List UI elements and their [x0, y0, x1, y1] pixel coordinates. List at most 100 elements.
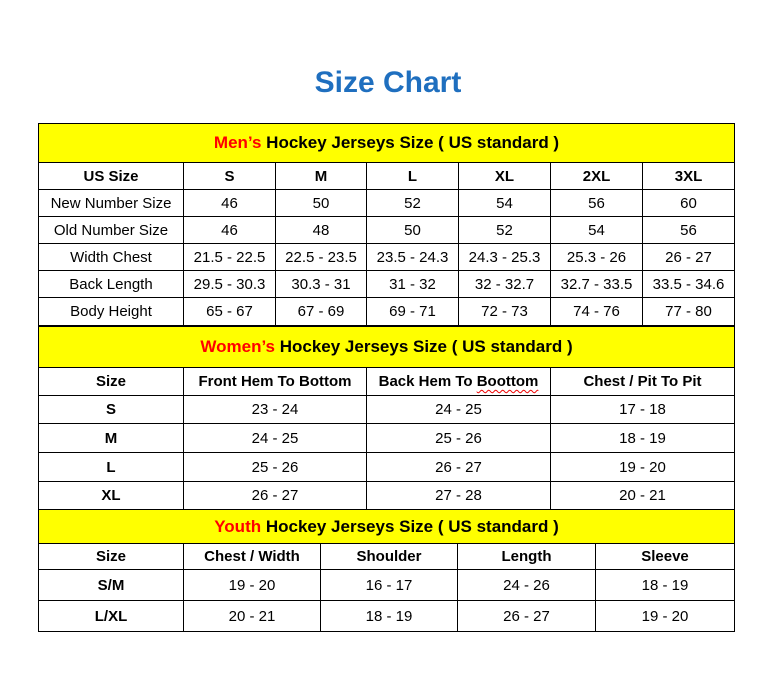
table-cell: 22.5 - 23.5 — [275, 243, 367, 271]
column-header: Chest / Pit To Pit — [549, 367, 736, 396]
table-row: Body Height 65 - 67 67 - 69 69 - 71 72 - 73 7… — [38, 297, 736, 326]
column-header-label: XL — [494, 167, 515, 185]
womens-section-title: Women’s Hockey Jerseys Size ( US standar… — [37, 326, 736, 368]
table-cell: 72 - 73 — [458, 297, 551, 326]
womens-column-header-row: Size Front Hem To Bottom Back Hem To Boott… — [38, 367, 736, 396]
youth-header-row: Youth Hockey Jerseys Size ( US standard … — [38, 509, 735, 544]
table-row: Old Number Size 46 48 50 52 54 56 — [38, 216, 736, 244]
column-header: 2XL — [550, 162, 643, 190]
table-cell: 65 - 67 — [183, 297, 276, 326]
column-header: XL — [458, 162, 551, 190]
youth-column-header-row: Size Chest / Width Shoulder Length Sleeve — [38, 543, 735, 570]
table-cell: 60 — [641, 189, 736, 217]
column-header-label: Shoulder — [356, 548, 422, 565]
table-cell: 25 - 26 — [183, 452, 367, 482]
column-header: Sleeve — [595, 543, 735, 570]
table-cell: 24 - 26 — [457, 569, 596, 601]
page-title: Size Chart — [314, 66, 462, 99]
row-label: New Number Size — [38, 189, 184, 217]
column-header-label: US Size — [83, 167, 139, 185]
table-cell: 27 - 28 — [366, 481, 551, 510]
row-label: Body Height — [38, 297, 184, 326]
row-label: Back Length — [38, 270, 184, 298]
column-header-label: Size — [95, 373, 126, 390]
table-cell: 33.5 - 34.6 — [641, 270, 736, 298]
column-header: Chest / Width — [183, 543, 321, 570]
table-cell: 46 — [183, 189, 276, 217]
row-label: S/M — [38, 569, 184, 601]
table-cell: 26 - 27 — [366, 452, 551, 482]
table-cell: 24 - 25 — [183, 423, 367, 453]
table-cell: 25 - 26 — [366, 423, 551, 453]
column-header-label: 3XL — [674, 167, 703, 185]
column-header: Shoulder — [320, 543, 458, 570]
mens-section-title: Men’s Hockey Jerseys Size ( US standard … — [37, 123, 736, 163]
column-header-label: Chest / Pit To Pit — [583, 373, 702, 390]
spellcheck-word: Boottom — [476, 373, 539, 390]
table-cell: 74 - 76 — [550, 297, 643, 326]
table-row: Back Length 29.5 - 30.3 30.3 - 31 31 - 32 32… — [38, 270, 736, 298]
column-header: Size — [38, 543, 184, 570]
column-header-label: Back Hem To Boottom — [378, 373, 539, 390]
row-label: S — [38, 395, 184, 424]
column-header: Size — [38, 367, 184, 396]
row-label: L/XL — [38, 600, 184, 632]
table-cell: 26 - 27 — [183, 481, 367, 510]
table-row: L/XL 20 - 21 18 - 19 26 - 27 19 - 20 — [38, 600, 735, 632]
youth-title-rest: Hockey Jerseys Size ( US standard ) — [261, 516, 559, 536]
table-cell: 24 - 25 — [366, 395, 551, 424]
table-cell: 50 — [366, 216, 459, 244]
column-header-label: S — [224, 167, 235, 185]
table-cell: 32.7 - 33.5 — [550, 270, 643, 298]
table-row: M 24 - 25 25 - 26 18 - 19 — [38, 423, 736, 453]
table-cell: 32 - 32.7 — [458, 270, 551, 298]
table-cell: 50 — [275, 189, 367, 217]
column-header-label: Front Hem To Bottom — [198, 373, 352, 390]
table-cell: 23 - 24 — [183, 395, 367, 424]
column-header: 3XL — [641, 162, 736, 190]
row-label: XL — [38, 481, 184, 510]
womens-title-rest: Hockey Jerseys Size ( US standard ) — [275, 337, 573, 356]
table-cell: 52 — [366, 189, 459, 217]
table-cell: 18 - 19 — [595, 569, 735, 601]
column-header-label: L — [407, 167, 418, 185]
table-cell: 26 - 27 — [641, 243, 736, 271]
mens-title-prefix: Men’s — [213, 133, 262, 152]
column-header-label: Length — [501, 548, 552, 565]
table-row: Width Chest 21.5 - 22.5 22.5 - 23.5 23.5 - … — [38, 243, 736, 271]
womens-size-table: Women’s Hockey Jerseys Size ( US standar… — [37, 326, 736, 510]
table-cell: 21.5 - 22.5 — [183, 243, 276, 271]
row-label: M — [38, 423, 184, 453]
table-cell: 48 — [275, 216, 367, 244]
column-header-label: Size — [95, 548, 126, 565]
table-cell: 19 - 20 — [549, 452, 736, 482]
row-label: Width Chest — [38, 243, 184, 271]
mens-size-table: Men’s Hockey Jerseys Size ( US standard … — [37, 123, 736, 326]
youth-section-title: Youth Hockey Jerseys Size ( US standard … — [38, 509, 735, 544]
mens-column-header-row: US Size S M L XL 2XL 3XL — [38, 162, 736, 190]
column-header-label: Sleeve — [641, 548, 689, 565]
table-cell: 29.5 - 30.3 — [183, 270, 276, 298]
row-label: Old Number Size — [38, 216, 184, 244]
table-cell: 19 - 20 — [183, 569, 321, 601]
column-header: M — [275, 162, 367, 190]
table-row: S 23 - 24 24 - 25 17 - 18 — [38, 395, 736, 424]
table-cell: 24.3 - 25.3 — [458, 243, 551, 271]
table-cell: 20 - 21 — [183, 600, 321, 632]
table-cell: 67 - 69 — [275, 297, 367, 326]
table-cell: 56 — [550, 189, 643, 217]
column-header-label: Chest / Width — [204, 548, 300, 565]
table-cell: 23.5 - 24.3 — [366, 243, 459, 271]
table-row: S/M 19 - 20 16 - 17 24 - 26 18 - 19 — [38, 569, 735, 601]
column-header: L — [366, 162, 459, 190]
table-cell: 25.3 - 26 — [550, 243, 643, 271]
table-cell: 54 — [458, 189, 551, 217]
table-cell: 30.3 - 31 — [275, 270, 367, 298]
table-cell: 16 - 17 — [320, 569, 458, 601]
womens-title-prefix: Women’s — [200, 337, 275, 356]
column-header-label: 2XL — [582, 167, 611, 185]
table-cell: 56 — [641, 216, 736, 244]
row-label: L — [38, 452, 184, 482]
column-header: S — [183, 162, 276, 190]
column-header: US Size — [38, 162, 184, 190]
